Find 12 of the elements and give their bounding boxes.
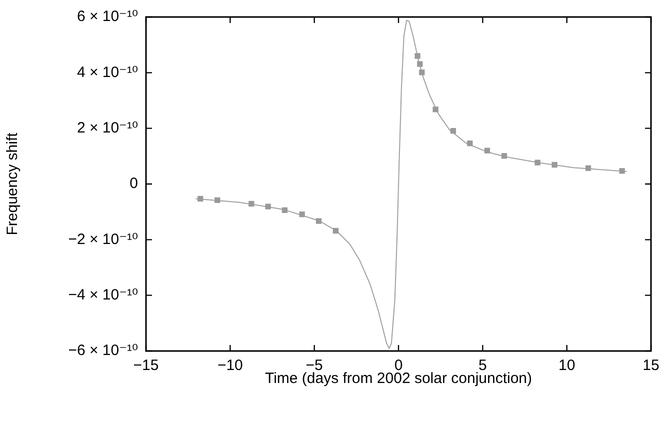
y-tick-label: 2 × 10⁻¹⁰ [76,119,138,136]
y-tick-label: 0 [130,175,138,192]
x-tick-label: 15 [642,357,660,374]
y-tick-label: −4 × 10⁻¹⁰ [68,286,138,304]
y-tick-label: −2 × 10⁻¹⁰ [68,230,138,248]
x-tick-label: −10 [217,357,243,374]
y-tick-label: −6 × 10⁻¹⁰ [68,342,138,360]
x-tick-label: −15 [133,357,159,374]
y-tick-label: 6 × 10⁻¹⁰ [76,8,138,26]
y-axis-title: Frequency shift [4,132,22,236]
x-tick-label: 10 [558,357,576,374]
y-tick-label: 4 × 10⁻¹⁰ [76,64,138,81]
